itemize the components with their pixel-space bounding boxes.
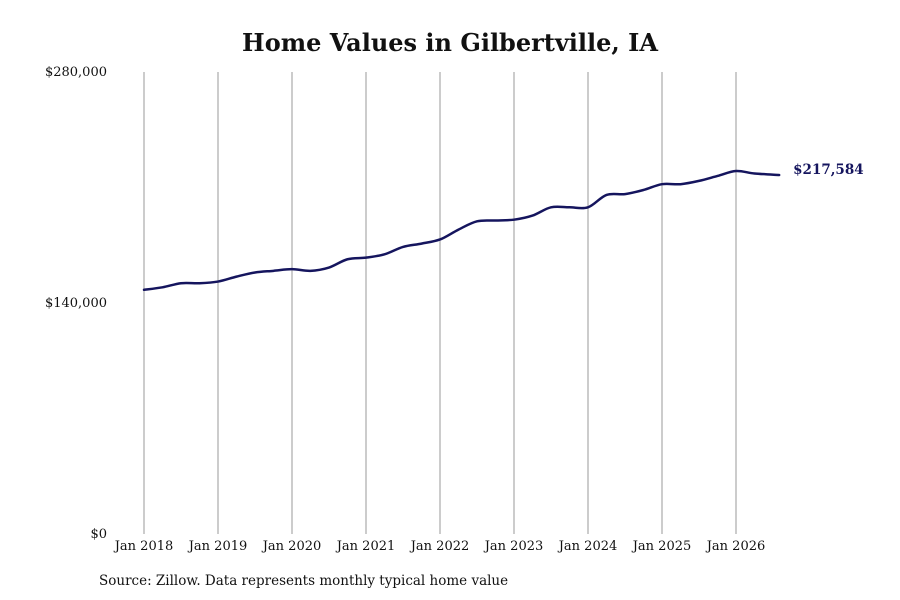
x-axis-ticks: Jan 2018 Jan 2019 Jan 2020 Jan 2021 Jan 2022… xyxy=(113,539,766,554)
x-tick-label: Jan 2024 xyxy=(557,539,618,554)
y-tick-label: $280,000 xyxy=(45,65,107,80)
y-tick-label: $0 xyxy=(90,527,107,542)
vertical-gridlines xyxy=(143,72,737,534)
x-tick-label: Jan 2020 xyxy=(261,539,322,554)
y-axis-ticks: $0 $140,000 $280,000 xyxy=(45,65,107,542)
x-tick-label: Jan 2025 xyxy=(631,539,692,554)
x-tick-label: Jan 2022 xyxy=(409,539,470,554)
y-tick-label: $140,000 xyxy=(45,296,107,311)
x-tick-label: Jan 2026 xyxy=(705,539,766,554)
x-tick-label: Jan 2021 xyxy=(335,539,396,554)
x-tick-label: Jan 2018 xyxy=(113,539,174,554)
x-tick-label: Jan 2019 xyxy=(187,539,248,554)
series-group xyxy=(142,169,781,292)
chart-title: Home Values in Gilbertville, IA xyxy=(242,28,658,57)
series-line xyxy=(142,169,781,292)
source-note: Source: Zillow. Data represents monthly … xyxy=(99,573,509,589)
x-tick-label: Jan 2023 xyxy=(483,539,544,554)
end-value-label: $217,584 xyxy=(793,162,863,178)
